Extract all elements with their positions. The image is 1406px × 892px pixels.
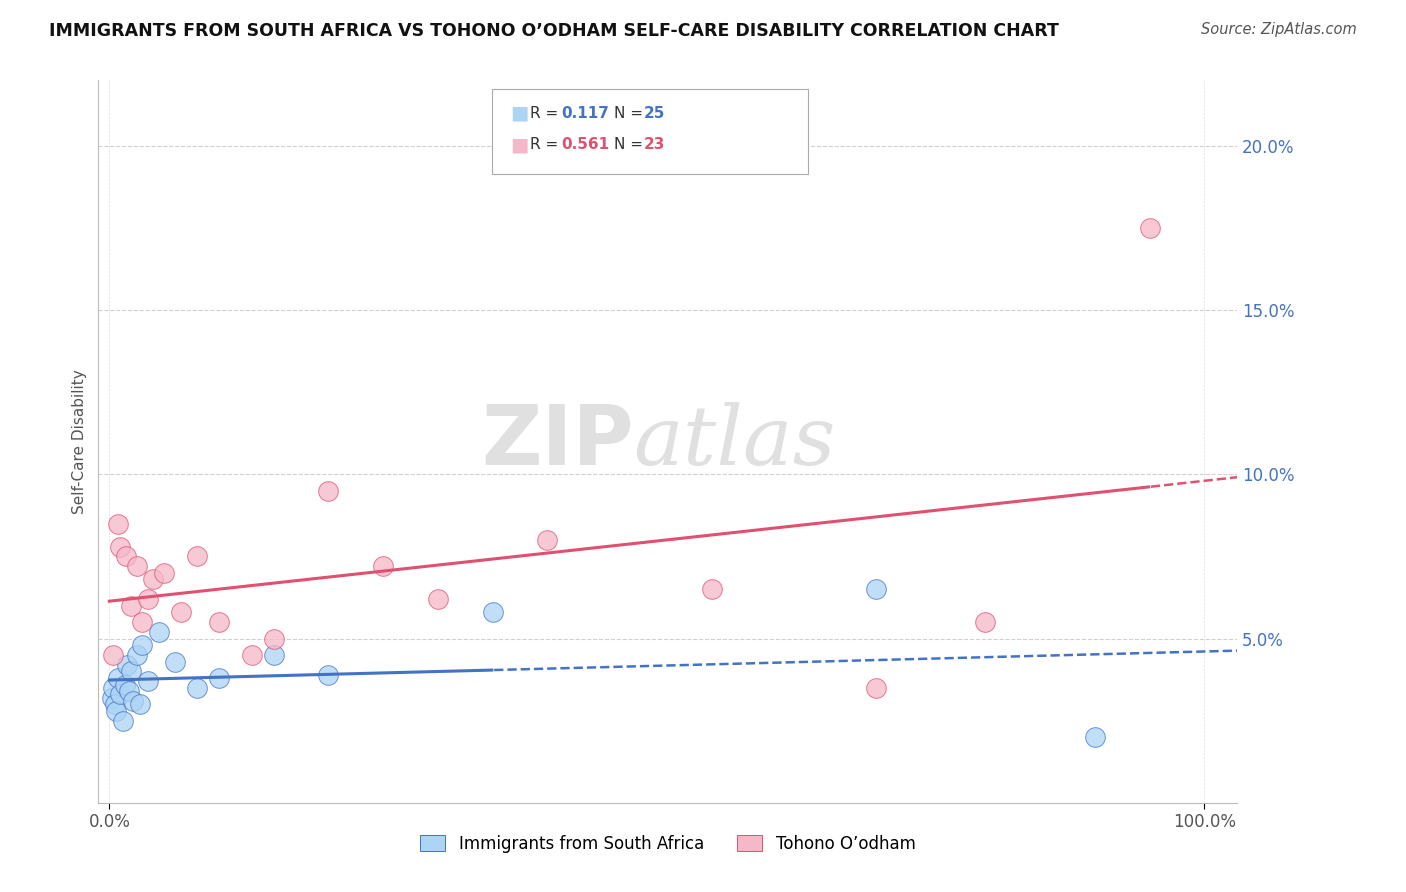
- Point: [101, 681, 124, 695]
- Point: [118, 684, 141, 698]
- Point: [125, 559, 148, 574]
- Text: N =: N =: [614, 106, 648, 120]
- Point: [1139, 221, 1161, 235]
- Point: [100, 690, 122, 705]
- Point: [186, 681, 208, 695]
- Point: [120, 599, 142, 613]
- Point: [148, 625, 170, 640]
- Point: [107, 516, 129, 531]
- Point: [104, 698, 127, 712]
- Point: [110, 687, 132, 701]
- Point: [107, 671, 129, 685]
- Point: [110, 540, 132, 554]
- Point: [536, 533, 558, 547]
- Point: [865, 582, 887, 597]
- Text: ■: ■: [510, 135, 529, 154]
- Point: [136, 592, 159, 607]
- Text: atlas: atlas: [634, 401, 837, 482]
- Text: 23: 23: [644, 137, 665, 152]
- Point: [974, 615, 997, 630]
- Point: [169, 605, 191, 619]
- Point: [373, 559, 395, 574]
- Text: 0.117: 0.117: [561, 106, 609, 120]
- Point: [318, 667, 340, 681]
- Text: R =: R =: [530, 106, 564, 120]
- Point: [142, 573, 165, 587]
- Point: [122, 694, 145, 708]
- Point: [115, 657, 138, 672]
- Point: [263, 648, 285, 662]
- Point: [114, 677, 136, 691]
- Text: 25: 25: [644, 106, 665, 120]
- Point: [131, 638, 153, 652]
- Point: [263, 632, 285, 646]
- Text: Source: ZipAtlas.com: Source: ZipAtlas.com: [1201, 22, 1357, 37]
- Y-axis label: Self-Care Disability: Self-Care Disability: [72, 369, 87, 514]
- Point: [208, 615, 231, 630]
- Point: [318, 483, 340, 498]
- Point: [240, 648, 263, 662]
- Point: [700, 582, 723, 597]
- Point: [153, 566, 176, 580]
- Point: [104, 704, 127, 718]
- Text: IMMIGRANTS FROM SOUTH AFRICA VS TOHONO O’ODHAM SELF-CARE DISABILITY CORRELATION : IMMIGRANTS FROM SOUTH AFRICA VS TOHONO O…: [49, 22, 1059, 40]
- Point: [481, 605, 503, 619]
- Point: [114, 549, 136, 564]
- Point: [101, 648, 124, 662]
- Point: [426, 592, 449, 607]
- Point: [136, 674, 159, 689]
- Point: [165, 655, 187, 669]
- Text: ■: ■: [510, 103, 529, 123]
- Point: [125, 648, 148, 662]
- Point: [129, 698, 152, 712]
- Text: R =: R =: [530, 137, 564, 152]
- Point: [186, 549, 208, 564]
- Point: [111, 714, 134, 728]
- Point: [208, 671, 231, 685]
- Point: [120, 665, 142, 679]
- Text: 0.561: 0.561: [561, 137, 609, 152]
- Point: [865, 681, 887, 695]
- Text: ZIP: ZIP: [481, 401, 634, 482]
- Text: N =: N =: [614, 137, 648, 152]
- Point: [1084, 730, 1107, 744]
- Point: [131, 615, 153, 630]
- Legend: Immigrants from South Africa, Tohono O’odham: Immigrants from South Africa, Tohono O’o…: [413, 828, 922, 860]
